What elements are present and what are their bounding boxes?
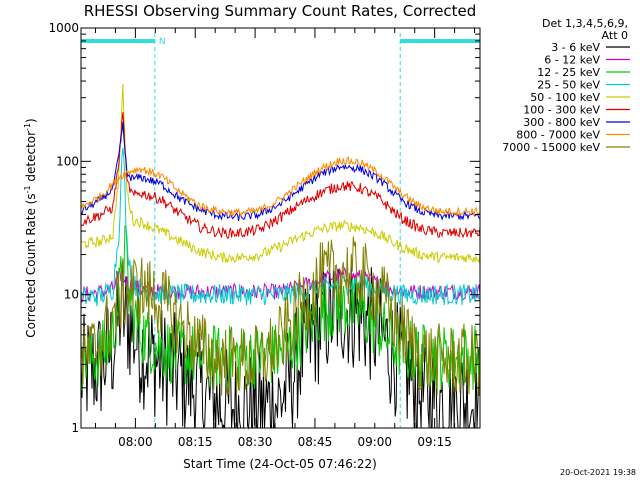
legend-label-5: 100 - 300 keV (523, 104, 600, 117)
y-axis-label-sup1: -1 (23, 185, 32, 193)
x-tick-label: 08:00 (118, 435, 153, 449)
x-tick-label: 09:15 (417, 435, 452, 449)
y-tick-label: 1 (71, 421, 79, 435)
x-axis: 08:00 08:15 08:30 08:45 09:00 09:15 (94, 28, 476, 449)
legend-label-8: 7000 - 15000 keV (502, 141, 600, 154)
x-axis-label: Start Time (24-Oct-05 07:46:22) (183, 457, 377, 471)
y-axis-label-mid: detector (24, 131, 38, 186)
series-0-line (80, 263, 481, 430)
legend-header-2: Att 0 (602, 29, 628, 42)
series-6-line (80, 121, 481, 221)
night-marker-label: N (159, 37, 166, 47)
x-tick-label: 08:15 (178, 435, 213, 449)
y-tick-label: 1000 (48, 21, 79, 35)
legend-label-7: 800 - 7000 keV (516, 129, 600, 142)
legend-label-2: 12 - 25 keV (537, 66, 600, 79)
legend-label-4: 50 - 100 keV (530, 91, 600, 104)
legend-label-0: 3 - 6 keV (551, 41, 600, 54)
y-axis-label-sup2: -1 (23, 123, 32, 131)
y-axis-label-main: Corrected Count Rate (s (24, 193, 38, 337)
legend-label-6: 300 - 800 keV (523, 116, 600, 129)
y-axis-label: Corrected Count Rate (s-1 detector-1) (23, 118, 38, 337)
series-layer (80, 83, 481, 430)
legend-label-1: 6 - 12 keV (544, 54, 600, 67)
series-5-line (80, 112, 481, 240)
y-axis: 1 10 100 1000 (48, 21, 480, 435)
series-7-line (80, 156, 481, 218)
x-tick-label: 08:45 (298, 435, 333, 449)
y-axis-label-end: ) (24, 118, 38, 123)
x-tick-label: 09:00 (357, 435, 392, 449)
series-4-line (80, 83, 481, 264)
series-8-line (80, 236, 481, 398)
legend-header-1: Det 1,3,4,5,6,9, (542, 17, 628, 30)
legend-label-3: 25 - 50 keV (537, 79, 600, 92)
chart-title: RHESSI Observing Summary Count Rates, Co… (84, 2, 477, 20)
footer-timestamp: 20-Oct-2021 19:38 (560, 468, 636, 477)
y-tick-label: 100 (56, 154, 79, 168)
plot-frame (80, 27, 481, 429)
x-tick-label: 08:30 (238, 435, 273, 449)
y-tick-label: 10 (64, 288, 79, 302)
